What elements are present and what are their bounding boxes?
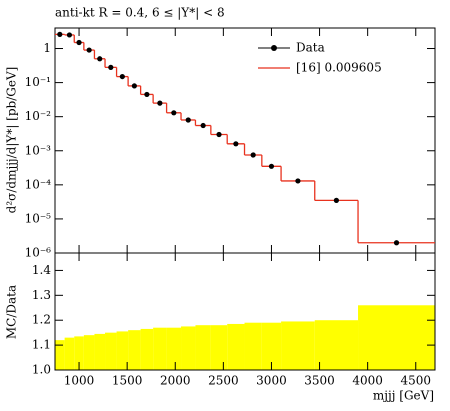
y-tick-label: 1: [43, 41, 51, 55]
ratio-y-tick-label: 1.4: [32, 263, 51, 277]
ratio-band: [55, 340, 65, 370]
chart-title: anti-kt R = 0.4, 6 ≤ |Y*| < 8: [55, 6, 225, 20]
data-point: [119, 73, 125, 80]
x-tick-label: 1500: [112, 374, 143, 388]
ratio-band: [140, 328, 154, 370]
y-tick-label: 10⁻¹: [25, 75, 51, 89]
data-point: [268, 163, 275, 169]
ratio-band: [105, 332, 117, 370]
ratio-band: [358, 305, 435, 370]
ratio-band: [195, 325, 211, 370]
data-point: [393, 240, 400, 246]
x-tick-label: 4000: [352, 374, 383, 388]
y-tick-label: 10⁻⁴: [25, 177, 52, 191]
x-axis-label: mjjj [GeV]: [373, 389, 434, 403]
y-tick-label: 10⁻³: [25, 143, 52, 157]
y-tick-label: 10⁻⁶: [25, 246, 52, 260]
data-point: [171, 110, 177, 116]
data-point: [200, 122, 206, 129]
ratio-band: [314, 320, 359, 370]
ratio-y-tick-label: 1.1: [32, 338, 51, 352]
ratio-band: [261, 322, 282, 370]
legend-label: [16] 0.009605: [296, 61, 382, 75]
x-tick-label: 3500: [304, 374, 335, 388]
ratio-axis-label: MC/Data: [5, 285, 19, 339]
ratio-band: [166, 327, 182, 370]
ratio-y-tick-label: 1.2: [32, 313, 51, 327]
data-point: [295, 178, 301, 184]
ratio-band: [181, 326, 196, 370]
ratio-band: [94, 333, 106, 370]
data-point: [185, 117, 191, 123]
data-point: [66, 32, 73, 38]
data-point: [144, 91, 150, 98]
data-point: [216, 131, 222, 138]
x-tick-label: 4500: [400, 374, 431, 388]
ratio-band: [244, 322, 262, 370]
ratio-band: [64, 337, 75, 370]
ratio-band: [153, 327, 167, 370]
data-point: [76, 39, 82, 46]
ratio-band: [227, 323, 245, 370]
data-point: [86, 47, 92, 53]
ratio-y-tick-label: 1.3: [32, 288, 51, 302]
ratio-frame: [54, 252, 436, 371]
y-axis-label: d²σ/dmjjj/d|Y*| [pb/GeV]: [5, 67, 19, 214]
data-point: [157, 100, 163, 106]
data-point: [97, 56, 103, 62]
legend-marker: [271, 45, 277, 51]
x-tick-label: 2500: [208, 374, 239, 388]
data-point: [131, 83, 137, 89]
data-point: [333, 197, 339, 203]
data-point: [108, 64, 114, 70]
y-tick-label: 10⁻⁵: [25, 211, 52, 225]
ratio-band: [210, 325, 228, 370]
x-tick-label: 1000: [64, 374, 95, 388]
legend-label: Data: [296, 41, 325, 55]
ratio-band: [74, 336, 84, 370]
data-point: [233, 141, 239, 147]
data-point: [250, 152, 256, 158]
ratio-band: [281, 321, 315, 370]
ratio-y-tick-label: 1.0: [32, 363, 51, 377]
ratio-band: [83, 335, 95, 370]
ratio-band: [116, 331, 129, 370]
x-tick-label: 3000: [256, 374, 287, 388]
data-point: [57, 31, 63, 37]
ratio-band: [128, 330, 141, 370]
y-tick-label: 10⁻²: [25, 109, 52, 123]
x-tick-label: 2000: [160, 374, 191, 388]
